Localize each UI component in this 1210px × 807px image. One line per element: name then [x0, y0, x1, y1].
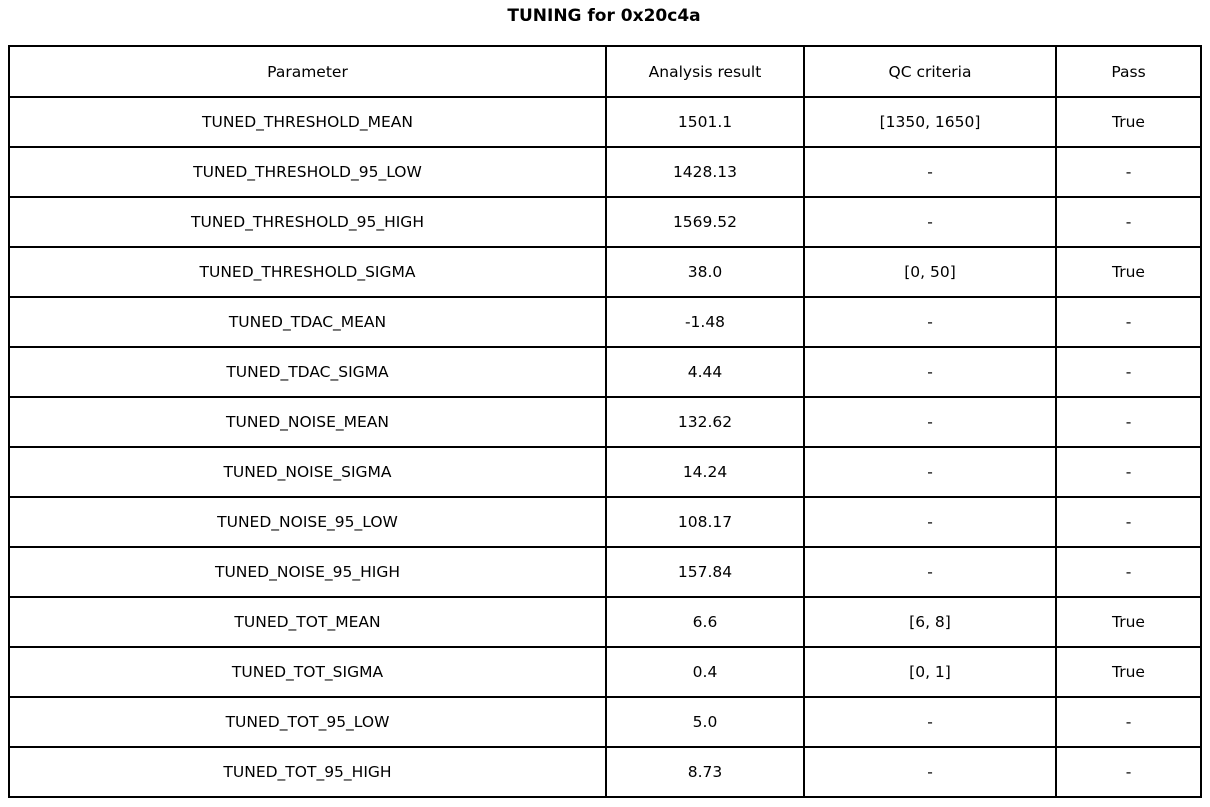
table-row: TUNED_TOT_95_HIGH 8.73- - — [8, 746, 1202, 798]
cell-qc-criteria: - — [803, 396, 1057, 448]
cell-parameter: TUNED_NOISE_MEAN — [8, 396, 607, 448]
cell-parameter: TUNED_TOT_95_HIGH — [8, 746, 607, 798]
table-row: TUNED_THRESHOLD_95_LOW 1428.13- - — [8, 146, 1202, 198]
column-header-analysis-result: Analysis result — [605, 45, 805, 98]
cell-analysis-result: -1.48 — [605, 296, 805, 348]
cell-pass: - — [1055, 446, 1202, 498]
cell-pass: True — [1055, 646, 1202, 698]
cell-parameter: TUNED_THRESHOLD_95_LOW — [8, 146, 607, 198]
cell-analysis-result: 157.84 — [605, 546, 805, 598]
cell-pass: True — [1055, 596, 1202, 648]
column-header-parameter: Parameter — [8, 45, 607, 98]
cell-pass: True — [1055, 246, 1202, 298]
cell-analysis-result: 38.0 — [605, 246, 805, 298]
cell-parameter: TUNED_TDAC_SIGMA — [8, 346, 607, 398]
cell-analysis-result: 1569.52 — [605, 196, 805, 248]
qc-results-table: Parameter Analysis result QC criteria Pa… — [8, 45, 1202, 798]
cell-pass: True — [1055, 96, 1202, 148]
cell-qc-criteria: - — [803, 296, 1057, 348]
cell-analysis-result: 14.24 — [605, 446, 805, 498]
cell-qc-criteria: - — [803, 446, 1057, 498]
cell-analysis-result: 1428.13 — [605, 146, 805, 198]
cell-parameter: TUNED_TOT_MEAN — [8, 596, 607, 648]
cell-qc-criteria: - — [803, 496, 1057, 548]
table-row: TUNED_TOT_95_LOW 5.0- - — [8, 696, 1202, 748]
cell-qc-criteria: [1350, 1650] — [803, 96, 1057, 148]
table-header: Parameter Analysis result QC criteria Pa… — [8, 45, 1202, 98]
table-row: TUNED_THRESHOLD_MEAN 1501.1 [1350, 1650] Tr… — [8, 96, 1202, 148]
table-body: TUNED_THRESHOLD_MEAN 1501.1 [1350, 1650] Tr… — [8, 96, 1202, 798]
cell-pass: - — [1055, 146, 1202, 198]
cell-pass: - — [1055, 496, 1202, 548]
column-header-pass: Pass — [1055, 45, 1202, 98]
column-header-qc-criteria: QC criteria — [803, 45, 1057, 98]
cell-pass: - — [1055, 396, 1202, 448]
cell-parameter: TUNED_THRESHOLD_SIGMA — [8, 246, 607, 298]
cell-pass: - — [1055, 346, 1202, 398]
cell-qc-criteria: - — [803, 696, 1057, 748]
table-row: TUNED_TDAC_SIGMA 4.44- - — [8, 346, 1202, 398]
table-row: TUNED_NOISE_SIGMA 14.24- - — [8, 446, 1202, 498]
cell-analysis-result: 108.17 — [605, 496, 805, 548]
cell-parameter: TUNED_NOISE_SIGMA — [8, 446, 607, 498]
cell-parameter: TUNED_NOISE_95_LOW — [8, 496, 607, 548]
cell-qc-criteria: - — [803, 746, 1057, 798]
cell-analysis-result: 6.6 — [605, 596, 805, 648]
cell-qc-criteria: [6, 8] — [803, 596, 1057, 648]
cell-analysis-result: 5.0 — [605, 696, 805, 748]
cell-pass: - — [1055, 746, 1202, 798]
cell-parameter: TUNED_THRESHOLD_95_HIGH — [8, 196, 607, 248]
table-row: TUNED_NOISE_95_HIGH 157.84- - — [8, 546, 1202, 598]
cell-analysis-result: 4.44 — [605, 346, 805, 398]
cell-analysis-result: 132.62 — [605, 396, 805, 448]
cell-qc-criteria: [0, 1] — [803, 646, 1057, 698]
cell-parameter: TUNED_NOISE_95_HIGH — [8, 546, 607, 598]
cell-analysis-result: 8.73 — [605, 746, 805, 798]
table-row: TUNED_THRESHOLD_SIGMA 38.0 [0, 50] True — [8, 246, 1202, 298]
table-row: TUNED_THRESHOLD_95_HIGH 1569.52- - — [8, 196, 1202, 248]
cell-pass: - — [1055, 196, 1202, 248]
cell-parameter: TUNED_TDAC_MEAN — [8, 296, 607, 348]
cell-analysis-result: 1501.1 — [605, 96, 805, 148]
table-row: TUNED_TOT_SIGMA 0.4 [0, 1] True — [8, 646, 1202, 698]
table-row: TUNED_TDAC_MEAN -1.48- - — [8, 296, 1202, 348]
page-title: TUNING for 0x20c4a — [507, 6, 701, 26]
table-row: TUNED_NOISE_MEAN 132.62- - — [8, 396, 1202, 448]
cell-qc-criteria: - — [803, 346, 1057, 398]
table-header-row: Parameter Analysis result QC criteria Pa… — [8, 45, 1202, 98]
cell-parameter: TUNED_THRESHOLD_MEAN — [8, 96, 607, 148]
cell-analysis-result: 0.4 — [605, 646, 805, 698]
cell-qc-criteria: - — [803, 546, 1057, 598]
cell-qc-criteria: [0, 50] — [803, 246, 1057, 298]
cell-pass: - — [1055, 546, 1202, 598]
cell-pass: - — [1055, 296, 1202, 348]
cell-pass: - — [1055, 696, 1202, 748]
table-row: TUNED_TOT_MEAN 6.6 [6, 8] True — [8, 596, 1202, 648]
cell-qc-criteria: - — [803, 196, 1057, 248]
table-row: TUNED_NOISE_95_LOW 108.17- - — [8, 496, 1202, 548]
cell-parameter: TUNED_TOT_SIGMA — [8, 646, 607, 698]
cell-parameter: TUNED_TOT_95_LOW — [8, 696, 607, 748]
cell-qc-criteria: - — [803, 146, 1057, 198]
